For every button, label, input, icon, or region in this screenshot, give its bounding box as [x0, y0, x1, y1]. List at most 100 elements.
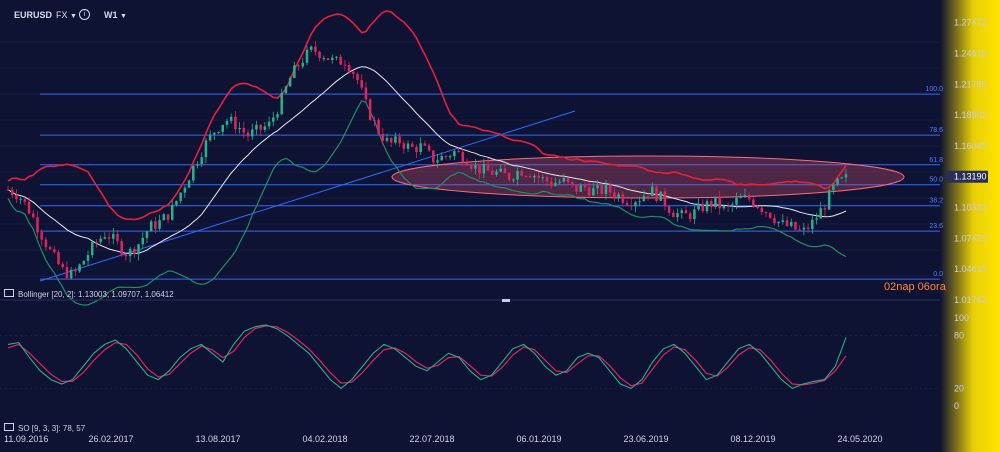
candle-body — [735, 197, 738, 205]
candle-body — [166, 214, 170, 220]
candle-body — [507, 173, 511, 180]
stochastic-values: SO [9, 3, 3]: 78, 57 — [18, 424, 86, 433]
indicator-icon — [4, 423, 14, 431]
candle-body — [436, 160, 439, 163]
candle-body — [600, 185, 604, 195]
candle-body — [844, 174, 848, 178]
candle-body — [777, 221, 780, 224]
candle-body — [364, 87, 368, 100]
candle-body — [280, 92, 283, 115]
bollinger-legend[interactable]: Bollinger [20, 2]: 1.13003, 1.09707, 1.0… — [4, 289, 174, 299]
candle-body — [528, 176, 532, 178]
candle-body — [503, 168, 507, 174]
candle-body — [398, 136, 401, 144]
candle-body — [604, 184, 608, 195]
candle-body — [112, 233, 115, 239]
stoch-tick-label: 100 — [954, 313, 969, 323]
candle-body — [65, 267, 69, 279]
market-selector[interactable]: FX ▼ — [56, 10, 77, 20]
candle-body — [512, 179, 515, 181]
candle-body — [141, 237, 145, 245]
candle-body — [183, 187, 187, 193]
candle-body — [794, 221, 797, 230]
stochastic-legend[interactable]: SO [9, 3, 3]: 78, 57 — [4, 423, 85, 433]
candle-body — [406, 143, 410, 149]
candle-body — [419, 143, 422, 153]
hours-unit: ora — [929, 281, 946, 293]
time-tick-label: 06.01.2019 — [516, 434, 561, 444]
candle-body — [554, 182, 557, 186]
candle-body — [95, 241, 98, 243]
candle-body — [583, 185, 587, 188]
candle-body — [768, 212, 772, 218]
stoch-tick-label: 0 — [954, 401, 959, 411]
candle-body — [74, 269, 77, 272]
candle-body — [322, 58, 326, 60]
candle-body — [659, 191, 662, 201]
info-icon[interactable]: i — [79, 9, 90, 20]
candlesticks — [6, 40, 848, 280]
candle-body — [23, 198, 27, 202]
candle-body — [238, 127, 241, 130]
time-tick-label: 13.08.2017 — [195, 434, 240, 444]
price-tick-label: 1.16045 — [954, 141, 987, 151]
candle-body — [453, 151, 456, 157]
timeframe-selector[interactable]: W1 ▼ — [104, 10, 127, 20]
candle-body — [259, 124, 262, 130]
candle-body — [832, 184, 835, 191]
candle-body — [229, 116, 233, 121]
candle-body — [221, 124, 225, 132]
candle-body — [154, 221, 157, 229]
candle-body — [617, 194, 620, 198]
candle-body — [549, 181, 553, 186]
candle-body — [373, 119, 376, 121]
candle-body — [318, 51, 321, 59]
candle-body — [187, 180, 191, 188]
candle-body — [162, 214, 166, 221]
fib-label: 61.8 — [929, 157, 943, 164]
candle-body — [276, 114, 279, 118]
candle-body — [629, 204, 633, 207]
candle-body — [731, 204, 734, 207]
candle-body — [242, 127, 246, 133]
pane-resize-handle[interactable] — [502, 299, 510, 302]
candle-body — [646, 195, 650, 197]
price-tick-label: 1.01762 — [954, 295, 987, 305]
candle-body — [709, 201, 713, 207]
candle-body — [684, 210, 688, 214]
candle-body — [267, 121, 271, 127]
candle-body — [330, 57, 334, 61]
fib-label: 23.6 — [929, 223, 943, 230]
stoch-tick-label: 20 — [954, 383, 964, 393]
candle-body — [596, 185, 599, 189]
candle-body — [524, 175, 528, 177]
candle-body — [19, 198, 22, 200]
stochastic-pane — [0, 324, 940, 390]
candle-body — [432, 150, 435, 163]
candle-body — [802, 227, 806, 230]
candle-body — [196, 164, 199, 166]
time-tick-label: 23.06.2019 — [623, 434, 668, 444]
candle-body — [116, 233, 119, 241]
symbol-label[interactable]: EURUSD — [14, 10, 53, 20]
candle-body — [516, 170, 519, 180]
candle-body — [486, 163, 490, 171]
candle-body — [6, 189, 10, 191]
candle-body — [284, 86, 288, 93]
stoch-tick-label: 80 — [954, 331, 964, 341]
candle-body — [613, 192, 616, 198]
time-axis: 11.09.2016 26.02.2017 13.08.2017 04.02.2018… — [4, 434, 883, 444]
bollinger-upper — [7, 10, 847, 221]
candle-body — [255, 124, 258, 130]
candle-body — [394, 136, 397, 143]
candle-body — [179, 192, 182, 201]
candle-body — [747, 195, 751, 200]
candle-body — [638, 201, 641, 203]
candle-body — [250, 129, 254, 137]
price-tick-label: 1.04619 — [954, 264, 987, 274]
candle-body — [120, 240, 123, 255]
candle-body — [99, 238, 102, 243]
candle-body — [107, 237, 111, 239]
candle-body — [411, 143, 414, 147]
